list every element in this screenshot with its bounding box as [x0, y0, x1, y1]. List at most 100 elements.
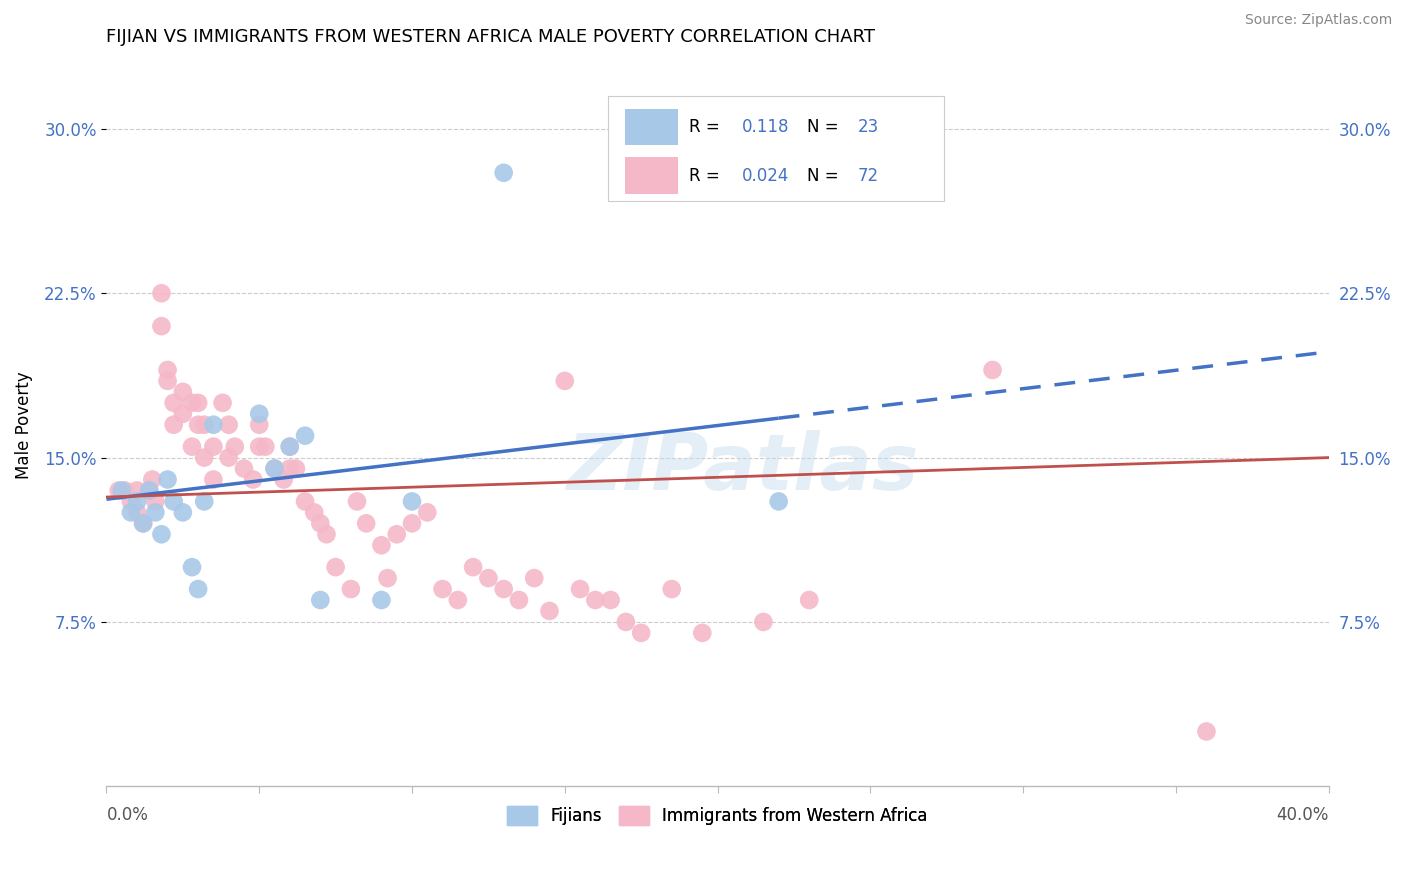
- Point: [309, 593, 332, 607]
- Point: [508, 593, 530, 607]
- Point: [193, 417, 215, 432]
- Text: R =: R =: [689, 118, 725, 136]
- Point: [125, 505, 148, 519]
- Point: [163, 494, 186, 508]
- Text: 0.118: 0.118: [742, 118, 790, 136]
- Point: [114, 483, 136, 498]
- Point: [302, 505, 325, 519]
- Point: [569, 582, 592, 596]
- Point: [233, 461, 256, 475]
- Point: [538, 604, 561, 618]
- Point: [202, 440, 225, 454]
- Point: [278, 461, 301, 475]
- Point: [254, 440, 277, 454]
- Point: [1195, 724, 1218, 739]
- Point: [138, 483, 160, 498]
- FancyBboxPatch shape: [624, 109, 679, 145]
- Point: [340, 582, 363, 596]
- Point: [247, 417, 270, 432]
- Point: [315, 527, 337, 541]
- Point: [325, 560, 347, 574]
- Point: [211, 396, 233, 410]
- Point: [461, 560, 484, 574]
- Point: [377, 571, 399, 585]
- Point: [156, 363, 179, 377]
- Point: [218, 417, 240, 432]
- Point: [193, 450, 215, 465]
- Point: [156, 374, 179, 388]
- Text: FIJIAN VS IMMIGRANTS FROM WESTERN AFRICA MALE POVERTY CORRELATION CHART: FIJIAN VS IMMIGRANTS FROM WESTERN AFRICA…: [107, 29, 876, 46]
- Point: [346, 494, 368, 508]
- Point: [111, 483, 134, 498]
- Point: [181, 396, 204, 410]
- Text: N =: N =: [807, 167, 844, 185]
- Point: [132, 516, 155, 531]
- Point: [141, 473, 163, 487]
- Point: [278, 440, 301, 454]
- Point: [370, 593, 392, 607]
- Point: [120, 494, 142, 508]
- FancyBboxPatch shape: [624, 157, 679, 194]
- Point: [247, 407, 270, 421]
- Point: [768, 494, 790, 508]
- Point: [263, 461, 285, 475]
- Point: [247, 440, 270, 454]
- Point: [187, 396, 209, 410]
- Point: [752, 615, 775, 629]
- Point: [401, 494, 423, 508]
- Point: [181, 560, 204, 574]
- Point: [172, 407, 194, 421]
- Point: [138, 483, 160, 498]
- Point: [661, 582, 683, 596]
- Point: [492, 582, 515, 596]
- Point: [630, 626, 652, 640]
- FancyBboxPatch shape: [607, 95, 943, 201]
- Point: [193, 494, 215, 508]
- Point: [799, 593, 821, 607]
- Point: [523, 571, 546, 585]
- Point: [273, 473, 295, 487]
- Point: [150, 319, 173, 334]
- Point: [416, 505, 439, 519]
- Point: [401, 516, 423, 531]
- Point: [294, 428, 316, 442]
- Point: [432, 582, 454, 596]
- Point: [125, 494, 148, 508]
- Point: [354, 516, 377, 531]
- Point: [278, 440, 301, 454]
- Text: 0.0%: 0.0%: [107, 806, 149, 824]
- Point: [156, 473, 179, 487]
- Point: [583, 593, 606, 607]
- Point: [150, 286, 173, 301]
- Point: [187, 582, 209, 596]
- Point: [132, 516, 155, 531]
- Point: [309, 516, 332, 531]
- Point: [554, 374, 576, 388]
- Point: [163, 417, 186, 432]
- Text: 0.024: 0.024: [742, 167, 789, 185]
- Point: [477, 571, 499, 585]
- Point: [981, 363, 1004, 377]
- Point: [447, 593, 470, 607]
- Legend: Fijians, Immigrants from Western Africa: Fijians, Immigrants from Western Africa: [501, 799, 935, 832]
- Point: [385, 527, 408, 541]
- Point: [172, 384, 194, 399]
- Point: [143, 494, 166, 508]
- Text: R =: R =: [689, 167, 725, 185]
- Point: [125, 483, 148, 498]
- Text: 23: 23: [858, 118, 879, 136]
- Point: [224, 440, 246, 454]
- Point: [107, 483, 129, 498]
- Y-axis label: Male Poverty: Male Poverty: [15, 371, 32, 478]
- Point: [143, 505, 166, 519]
- Text: N =: N =: [807, 118, 844, 136]
- Point: [150, 527, 173, 541]
- Point: [187, 417, 209, 432]
- Point: [163, 396, 186, 410]
- Point: [263, 461, 285, 475]
- Point: [294, 494, 316, 508]
- Text: Source: ZipAtlas.com: Source: ZipAtlas.com: [1244, 13, 1392, 28]
- Point: [202, 417, 225, 432]
- Text: ZIPatlas: ZIPatlas: [565, 430, 918, 506]
- Point: [492, 166, 515, 180]
